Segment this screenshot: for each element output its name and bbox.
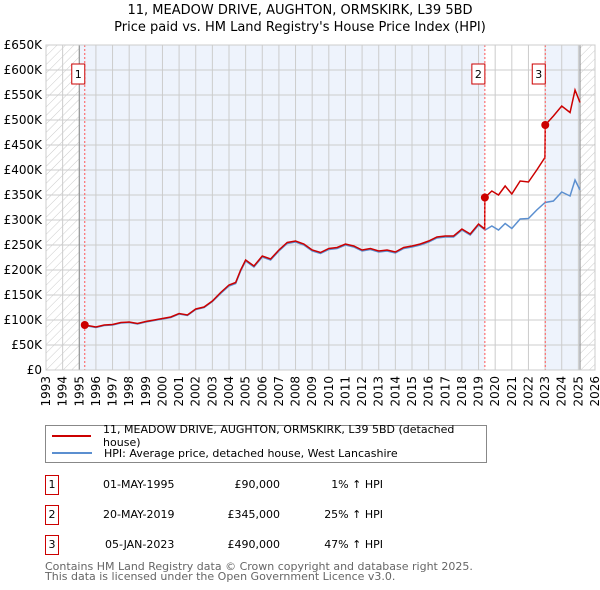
- x-tick-label: 2024: [555, 376, 569, 407]
- sale-price: £490,000: [227, 538, 281, 551]
- sale-point: [80, 321, 89, 329]
- x-tick-label: 2011: [338, 376, 352, 407]
- sale-date: 05-JAN-2023: [105, 538, 175, 551]
- x-tick-label: 2015: [405, 376, 419, 407]
- y-tick-label: £50K: [11, 338, 43, 352]
- legend-swatch: [52, 435, 92, 437]
- x-tick-label: 1995: [72, 376, 86, 407]
- table-row: 1 01-MAY-1995 £90,000 1% ↑ HPI: [45, 475, 485, 495]
- x-tick-label: 2004: [222, 376, 236, 407]
- x-tick-label: 2017: [438, 376, 452, 407]
- hatched-region: [580, 45, 595, 370]
- x-tick-label: 2010: [322, 376, 336, 407]
- y-tick-label: £450K: [4, 138, 44, 152]
- sale-hpi: 25% ↑ HPI: [324, 508, 383, 521]
- y-tick-label: £650K: [4, 38, 44, 52]
- price-chart: £0 £50K £100K £150K £200K £250K £300K £350K £400…: [4, 38, 600, 407]
- x-tick-label: 2018: [455, 376, 469, 407]
- x-tick-label: 2005: [239, 376, 253, 407]
- sale-point: [541, 121, 550, 129]
- sale-point: [480, 193, 489, 202]
- footer-licence: This data is licensed under the Open Gov…: [45, 570, 396, 583]
- legend-item-property: 11, MEADOW DRIVE, AUGHTON, ORMSKIRK, L39…: [46, 423, 486, 449]
- sale-marker: 2: [45, 505, 59, 525]
- y-tick-label: £100K: [4, 313, 44, 327]
- y-tick-label: £350K: [4, 188, 44, 202]
- x-tick-label: 2003: [205, 376, 219, 407]
- y-tick-label: £600K: [4, 63, 44, 77]
- property-line: [84, 87, 581, 328]
- y-tick-label: £300K: [4, 213, 44, 227]
- x-tick-label: 2006: [255, 376, 269, 407]
- sale-marker: 1: [45, 475, 59, 495]
- sale-label-box: [531, 63, 546, 85]
- legend-label: 11, MEADOW DRIVE, AUGHTON, ORMSKIRK, L39…: [103, 423, 455, 449]
- sale-price: £90,000: [234, 478, 281, 491]
- legend-label: HPI: Average price, detached house, West…: [104, 446, 398, 460]
- chart-title: 11, MEADOW DRIVE, AUGHTON, ORMSKIRK, L39…: [127, 3, 473, 18]
- x-tick-label: 2019: [472, 376, 486, 407]
- sale-label: 2: [475, 68, 482, 81]
- unshaded-region: [484, 45, 546, 370]
- x-tick-label: 2022: [521, 376, 535, 407]
- x-tick-label: 2023: [538, 376, 552, 407]
- x-tick-label: 2009: [305, 376, 319, 407]
- sale-hpi: 1% ↑ HPI: [331, 478, 383, 491]
- sale-label: 1: [75, 68, 82, 81]
- x-tick-label: 2014: [388, 376, 402, 407]
- sale-hpi: 47% ↑ HPI: [324, 538, 383, 551]
- chart-subtitle: Price paid vs. HM Land Registry's House …: [114, 20, 486, 35]
- x-tick-label: 1998: [122, 376, 136, 407]
- y-tick-label: £550K: [4, 88, 44, 102]
- sale-label: 3: [535, 68, 542, 81]
- y-tick-label: £500K: [4, 113, 44, 127]
- table-row: 2 20-MAY-2019 £345,000 25% ↑ HPI: [45, 505, 485, 525]
- sale-date: 01-MAY-1995: [103, 478, 175, 491]
- y-tick-label: £150K: [4, 288, 44, 302]
- legend: 11, MEADOW DRIVE, AUGHTON, ORMSKIRK, L39…: [45, 423, 487, 463]
- x-tick-label: 2021: [505, 376, 519, 407]
- x-tick-label: 2020: [488, 376, 502, 407]
- sale-marker: 3: [45, 535, 59, 555]
- x-tick-label: 2000: [155, 376, 169, 407]
- x-tick-label: 2016: [422, 376, 436, 407]
- footer-copyright: Contains HM Land Registry data © Crown c…: [45, 560, 473, 573]
- x-tick-label: 2008: [289, 376, 303, 407]
- sale-price: £345,000: [227, 508, 281, 521]
- legend-swatch: [52, 452, 92, 454]
- x-tick-label: 2012: [355, 376, 369, 407]
- x-tick-label: 1999: [139, 376, 153, 407]
- y-tick-label: £0: [27, 363, 42, 377]
- x-tick-label: 2001: [172, 376, 186, 407]
- x-tick-label: 2007: [272, 376, 286, 407]
- x-tick-label: 2025: [571, 376, 585, 407]
- x-tick-label: 2013: [372, 376, 386, 407]
- x-tick-label: 2002: [189, 376, 203, 407]
- x-tick-label: 2026: [588, 376, 600, 407]
- x-tick-label: 1993: [39, 376, 53, 407]
- x-tick-label: 1996: [89, 376, 103, 407]
- y-tick-label: £400K: [4, 163, 44, 177]
- x-tick-label: 1997: [106, 376, 120, 407]
- legend-item-hpi: HPI: Average price, detached house, West…: [46, 445, 398, 461]
- sale-date: 20-MAY-2019: [103, 508, 175, 521]
- plot-border: [45, 44, 596, 371]
- table-row: 3 05-JAN-2023 £490,000 47% ↑ HPI: [45, 535, 485, 555]
- y-tick-label: £250K: [4, 238, 44, 252]
- y-tick-label: £200K: [4, 263, 44, 277]
- sale-label-box: [471, 63, 486, 85]
- sale-label-box: [71, 63, 86, 85]
- x-tick-label: 1994: [56, 376, 70, 407]
